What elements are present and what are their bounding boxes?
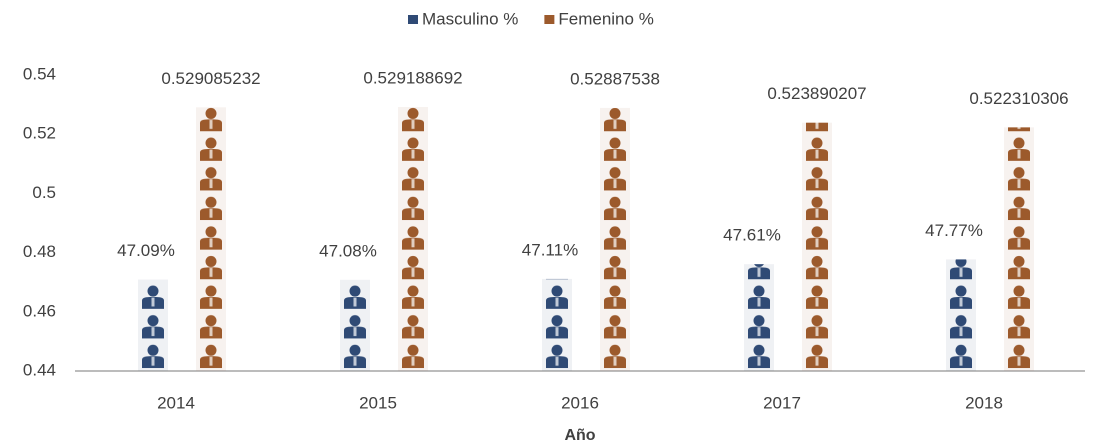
- bar: [542, 278, 572, 371]
- x-tick-label: 2015: [359, 393, 397, 412]
- bar: [340, 279, 370, 371]
- data-label: 0.52887538: [570, 69, 660, 88]
- data-label: 47.77%: [925, 221, 983, 240]
- x-tick-label: 2017: [763, 393, 801, 412]
- bar: [398, 107, 428, 372]
- data-label: 0.522310306: [969, 89, 1068, 108]
- data-label: 47.11%: [522, 240, 578, 259]
- x-tick-label: 2016: [561, 393, 599, 412]
- y-tick-label: 0.54: [23, 64, 56, 83]
- y-tick-label: 0.48: [23, 242, 56, 261]
- legend-label: Femenino %: [558, 9, 653, 28]
- y-tick-label: 0.44: [23, 360, 56, 379]
- data-label: 47.61%: [723, 226, 781, 245]
- data-label: 47.08%: [319, 241, 377, 260]
- y-tick-label: 0.52: [23, 124, 56, 143]
- bar: [802, 122, 832, 371]
- x-tick-label: 2018: [965, 393, 1003, 412]
- x-tick-label: 2014: [157, 393, 195, 412]
- data-label: 47.09%: [117, 241, 175, 260]
- data-label: 0.529085232: [161, 69, 260, 88]
- bar: [1004, 127, 1034, 371]
- y-tick-label: 0.5: [32, 183, 56, 202]
- y-tick-label: 0.46: [23, 301, 56, 320]
- data-label: 0.529188692: [363, 68, 462, 87]
- legend-label: Masculino %: [422, 9, 518, 28]
- bar: [946, 259, 976, 371]
- bar: [744, 264, 774, 371]
- legend-swatch: [408, 15, 418, 24]
- bar: [600, 107, 630, 371]
- x-axis-label: Año: [564, 427, 595, 444]
- bar: [196, 107, 226, 372]
- bar: [138, 279, 168, 371]
- legend-swatch: [544, 15, 555, 24]
- data-label: 0.523890207: [767, 84, 866, 103]
